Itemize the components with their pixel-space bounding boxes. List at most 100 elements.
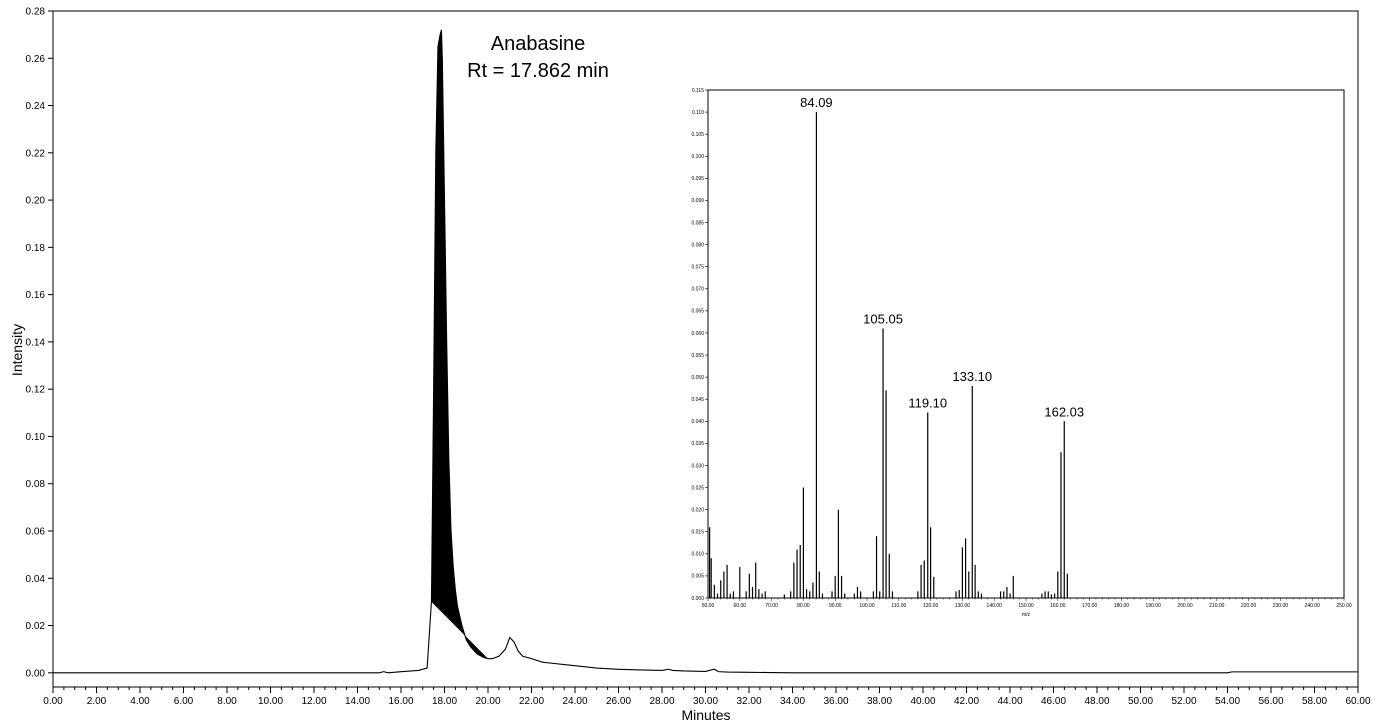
x-tick-label: 50.00 — [1128, 696, 1153, 707]
x-tick-label: 8.00 — [217, 696, 237, 707]
x-tick-label: 4.00 — [130, 696, 150, 707]
x-tick-label: 14.00 — [345, 696, 370, 707]
inset-x-tick-label: 210.00 — [1209, 603, 1225, 609]
inset-y-axis: 0.000 0.005 0.010 0.015 0.020 0.025 0.030 0.035… — [691, 88, 708, 602]
y-tick-label: 0.28 — [26, 7, 46, 18]
inset-x-tick-label: 240.00 — [1305, 603, 1321, 609]
inset-y-tick-label: 0.055 — [691, 353, 704, 359]
inset-y-tick-label: 0.085 — [691, 220, 704, 226]
inset-x-tick-label: 140.00 — [987, 603, 1003, 609]
inset-x-tick-label: 70.00 — [765, 603, 778, 609]
inset-y-tick-label: 0.010 — [691, 552, 704, 558]
inset-x-tick-label: 110.00 — [891, 603, 906, 609]
chromatogram-plot: 0.00 0.02 0.04 0.06 0.08 0.10 0.12 0.14 0.16 0.18… — [9, 7, 1371, 722]
peak-annotation-rt: Rt = 17.862 min — [467, 60, 609, 82]
y-tick-label: 0.08 — [26, 479, 46, 490]
y-tick-label: 0.18 — [26, 243, 46, 254]
inset-x-axis-title: m/z — [1022, 612, 1031, 618]
x-tick-label: 44.00 — [997, 696, 1022, 707]
inset-x-tick-label: 170.00 — [1082, 603, 1098, 609]
x-axis-title: Minutes — [681, 707, 730, 722]
inset-y-tick-label: 0.100 — [691, 154, 704, 160]
inset-x-tick-label: 90.00 — [829, 603, 842, 609]
inset-y-tick-label: 0.020 — [691, 507, 704, 513]
x-tick-label: 22.00 — [519, 696, 544, 707]
inset-y-tick-label: 0.075 — [691, 264, 704, 270]
inset-y-tick-label: 0.110 — [692, 110, 704, 116]
x-tick-label: 24.00 — [562, 696, 587, 707]
inset-y-tick-label: 0.045 — [691, 397, 704, 403]
inset-y-tick-label: 0.000 — [691, 596, 704, 602]
x-tick-label: 60.00 — [1345, 696, 1370, 707]
peak-label: 105.05 — [863, 312, 903, 327]
x-tick-label: 42.00 — [954, 696, 979, 707]
peak-label: 133.10 — [952, 369, 992, 384]
x-tick-label: 6.00 — [174, 696, 194, 707]
inset-x-tick-label: 230.00 — [1273, 603, 1289, 609]
x-tick-label: 28.00 — [649, 696, 674, 707]
x-tick-label: 10.00 — [258, 696, 283, 707]
x-tick-label: 18.00 — [432, 696, 457, 707]
y-tick-label: 0.26 — [26, 54, 46, 65]
chromatogram-trace — [53, 29, 1358, 674]
x-tick-label: 58.00 — [1302, 696, 1327, 707]
y-tick-label: 0.14 — [26, 337, 46, 348]
inset-peak-labels: 84.09 105.05 119.10 133.10 162.03 — [800, 95, 1084, 419]
y-tick-label: 0.06 — [26, 527, 46, 538]
y-tick-label: 0.22 — [26, 148, 46, 159]
y-tick-label: 0.00 — [26, 668, 46, 679]
inset-y-tick-label: 0.105 — [691, 132, 704, 138]
y-tick-label: 0.12 — [26, 385, 46, 396]
inset-y-tick-label: 0.005 — [691, 574, 704, 580]
peak-label: 162.03 — [1044, 404, 1084, 419]
inset-y-tick-label: 0.030 — [691, 463, 704, 469]
peak-label: 84.09 — [800, 95, 833, 110]
x-tick-label: 56.00 — [1258, 696, 1283, 707]
y-tick-label: 0.02 — [26, 621, 46, 632]
inset-x-tick-label: 250.00 — [1336, 603, 1352, 609]
inset-x-tick-label: 190.00 — [1146, 603, 1162, 609]
inset-x-tick-label: 120.00 — [923, 603, 939, 609]
x-tick-label: 38.00 — [867, 696, 892, 707]
x-axis: 0.00 2.00 4.00 6.00 8.00 10.00 12.00 14.00 16.00… — [43, 687, 1371, 707]
x-tick-label: 30.00 — [693, 696, 718, 707]
inset-y-tick-label: 0.015 — [691, 530, 704, 536]
x-tick-label: 0.00 — [43, 696, 63, 707]
inset-x-tick-label: 50.00 — [702, 603, 715, 609]
inset-y-tick-label: 0.050 — [691, 375, 704, 381]
inset-y-tick-label: 0.095 — [691, 176, 704, 182]
x-tick-label: 20.00 — [475, 696, 500, 707]
y-axis: 0.00 0.02 0.04 0.06 0.08 0.10 0.12 0.14 0.16 0.18… — [26, 7, 53, 679]
y-tick-label: 0.10 — [26, 432, 46, 443]
x-tick-label: 40.00 — [910, 696, 935, 707]
x-tick-label: 54.00 — [1215, 696, 1240, 707]
inset-y-tick-label: 0.070 — [691, 287, 704, 293]
peak-label: 119.10 — [908, 395, 947, 410]
x-tick-label: 12.00 — [301, 696, 326, 707]
inset-x-tick-label: 100.00 — [859, 603, 875, 609]
inset-y-tick-label: 0.090 — [691, 198, 704, 204]
y-axis-title: Intensity — [9, 324, 25, 376]
inset-x-tick-label: 80.00 — [797, 603, 810, 609]
inset-x-tick-label: 180.00 — [1114, 603, 1130, 609]
inset-x-axis: 50.00 60.00 70.00 80.00 90.00 100.00 110.00 120… — [702, 598, 1352, 609]
x-tick-label: 34.00 — [780, 696, 805, 707]
inset-x-tick-label: 150.00 — [1018, 603, 1034, 609]
y-tick-label: 0.04 — [26, 574, 46, 585]
mass-spectrum-inset: 0.000 0.005 0.010 0.015 0.020 0.025 0.030 0.035… — [686, 88, 1352, 618]
inset-x-tick-label: 60.00 — [734, 603, 747, 609]
inset-x-tick-label: 220.00 — [1241, 603, 1257, 609]
inset-spectrum-bars — [708, 112, 1068, 598]
inset-y-tick-label: 0.065 — [691, 309, 704, 315]
anabasine-peak-fill — [431, 29, 488, 659]
inset-y-tick-label: 0.080 — [691, 242, 704, 248]
inset-y-tick-label: 0.040 — [691, 419, 704, 425]
y-tick-label: 0.24 — [26, 101, 46, 112]
inset-x-tick-label: 200.00 — [1177, 603, 1193, 609]
y-tick-label: 0.16 — [26, 290, 46, 301]
x-tick-label: 32.00 — [736, 696, 761, 707]
inset-x-tick-label: 160.00 — [1050, 603, 1066, 609]
x-tick-label: 36.00 — [823, 696, 848, 707]
inset-x-tick-label: 130.00 — [955, 603, 971, 609]
